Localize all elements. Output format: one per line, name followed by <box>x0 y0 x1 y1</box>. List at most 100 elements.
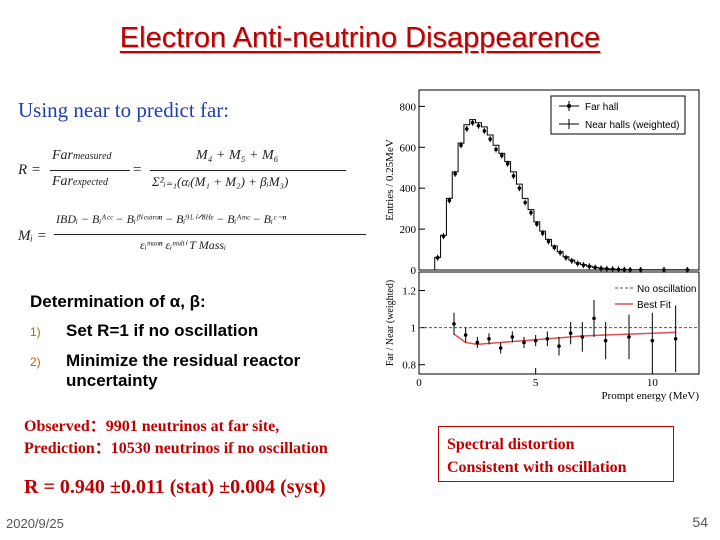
data-point-ratio <box>475 340 480 345</box>
legend-bottom: No oscillation Best Fit <box>615 284 696 311</box>
data-point-ratio <box>487 336 491 341</box>
data-point-far-hall <box>593 265 597 270</box>
item-text: Set R=1 if no oscillation <box>66 321 259 340</box>
prediction-text: Prediction：10530 neutrinos if no oscilla… <box>24 440 328 457</box>
data-point-far-hall <box>535 222 539 226</box>
data-point-ratio <box>498 346 503 350</box>
data-point-far-hall <box>564 255 568 260</box>
m-formula-lhs: Mᵢ = <box>18 228 47 244</box>
determination-heading: Determination of α, β: <box>30 292 206 311</box>
data-point-far-hall <box>575 261 580 266</box>
m-formula-denominator: εᵢᵐᵘᵒⁿ εᵢᵐᵘˡᵗⁱ T Massᵢ <box>140 238 226 252</box>
data-point-ratio <box>557 344 561 348</box>
legend-label: No oscillation <box>637 284 696 295</box>
data-point-far-hall <box>685 267 690 272</box>
expected-subscript: expected <box>73 177 108 188</box>
data-point-far-hall <box>435 255 440 260</box>
x-tick-label: 0 <box>416 377 422 389</box>
series-line-near-halls <box>434 119 691 271</box>
x-axis-label: Prompt energy (MeV) <box>601 390 699 402</box>
data-point-far-hall <box>622 267 627 272</box>
data-point-ratio <box>510 335 515 339</box>
far-label: Far <box>52 148 73 163</box>
data-point-ratio <box>673 336 678 341</box>
data-point-far-hall <box>476 123 481 128</box>
legend-box <box>550 95 686 135</box>
data-point-far-hall <box>529 210 533 215</box>
y-tick-label: 200 <box>400 224 417 236</box>
data-point-far-hall <box>441 234 446 239</box>
data-point-far-hall <box>558 250 562 255</box>
top-panel-frame <box>418 89 700 271</box>
data-point-ratio <box>603 338 608 343</box>
data-point-far-hall <box>459 143 463 148</box>
slide-subtitle: Using near to predict far: <box>18 98 230 122</box>
data-point-ratio <box>463 333 468 337</box>
y-tick-label: 0.8 <box>402 360 416 372</box>
data-point-far-hall <box>587 264 592 269</box>
y-tick-label: 800 <box>400 101 417 113</box>
data-point-ratio <box>650 338 655 343</box>
m-formula-numerator: IBDᵢ − Bᵢᴬᶜᶜ − Bᵢᶠᴺᵉᵘᵗʳᵒⁿ − Bᵢ⁹ᴸⁱᐟ⁸ᴴᵉ − … <box>56 212 287 226</box>
data-point-far-hall <box>628 267 632 272</box>
data-point-ratio <box>627 335 631 339</box>
data-point-ratio <box>568 331 573 335</box>
spectrum-chart: 0 200 400 600 800 Entries / 0.25MeV Far hall Ne… <box>384 89 700 402</box>
data-point-ratio <box>580 335 585 339</box>
equals-sign: = <box>132 162 143 178</box>
series-line-best-fit <box>453 331 676 346</box>
data-point-far-hall <box>570 258 574 263</box>
page-number: 54 <box>692 514 708 530</box>
data-point-far-hall <box>540 231 545 235</box>
data-point-far-hall <box>523 200 527 205</box>
slide-date: 2020/9/25 <box>6 516 64 531</box>
r-rhs-numerator: M₄ + M₅ + M₆ <box>196 148 279 163</box>
data-point-far-hall <box>482 129 487 133</box>
far-label: Far <box>52 174 73 189</box>
y-tick-label: 400 <box>400 183 417 195</box>
data-point-far-hall <box>662 267 666 272</box>
data-point-far-hall <box>505 161 510 166</box>
data-point-far-hall <box>470 120 475 125</box>
measured-subscript: measured <box>73 151 112 162</box>
data-point-far-hall <box>599 266 603 271</box>
r-formula-lhs: R = <box>18 162 42 178</box>
r-formula-denominator: Farexpected <box>52 174 108 190</box>
spectral-conclusion-box: Spectral distortion Consistent with osci… <box>438 426 674 482</box>
x-tick-label: 5 <box>533 377 539 389</box>
data-point-ratio <box>545 336 550 341</box>
r-formula-numerator: Farmeasured <box>52 148 112 164</box>
spectral-line: Spectral distortion <box>447 436 575 453</box>
result-text: R = 0.940 ±0.011 (stat) ±0.004 (syst) <box>24 476 326 498</box>
item-number: 2) <box>30 355 41 369</box>
r-rhs-fraction-bar <box>150 170 346 171</box>
data-point-far-hall <box>638 267 643 272</box>
data-point-far-hall <box>465 127 469 131</box>
data-point-far-hall <box>447 198 452 203</box>
data-point-ratio <box>452 322 456 326</box>
data-point-far-hall <box>552 245 557 250</box>
data-point-far-hall <box>581 263 586 267</box>
spectral-line: Consistent with oscillation <box>447 459 627 476</box>
slide-title: Electron Anti-neutrino Disappearence <box>119 22 601 54</box>
data-point-far-hall <box>494 147 498 152</box>
y-axis-label: Entries / 0.25MeV <box>384 139 396 221</box>
observed-text: Observed：9901 neutrinos at far site, <box>24 418 280 435</box>
x-tick-label: 10 <box>647 377 659 389</box>
data-point-ratio <box>522 340 526 345</box>
data-point-far-hall <box>488 137 492 141</box>
determination-item: 2) Minimize the residual reactor uncertai… <box>30 351 356 391</box>
data-point-far-hall <box>610 267 615 271</box>
data-point-far-hall <box>605 266 609 271</box>
data-point-ratio <box>533 338 538 343</box>
item-text: Minimize the residual reactor uncertaint… <box>66 351 301 390</box>
legend-label: Far hall <box>585 102 618 113</box>
r-fraction-bar <box>50 170 130 171</box>
y-tick-label: 0 <box>411 265 417 277</box>
r-rhs-denominator: Σ²ᵢ₌₁(αᵢ(M₁ + M₂) + βᵢM₃) <box>152 174 289 189</box>
legend-label: Near halls (weighted) <box>585 120 680 131</box>
data-point-ratio <box>592 316 596 321</box>
y-axis-label: Far / Near (weighted) <box>385 280 396 366</box>
data-point-far-hall <box>517 186 522 190</box>
y-tick-label: 1.2 <box>402 286 416 298</box>
